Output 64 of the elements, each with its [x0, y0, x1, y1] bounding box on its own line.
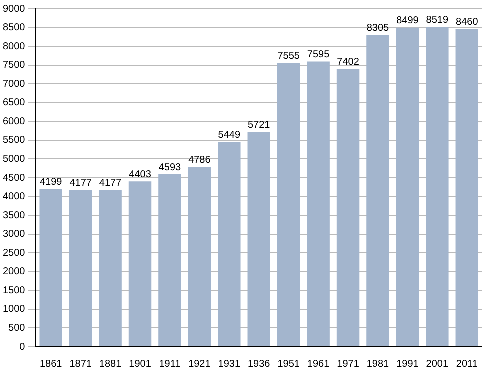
y-tick-label: 5000 [2, 154, 26, 165]
x-tick-label: 1971 [337, 358, 360, 370]
data-label: 4403 [129, 169, 152, 180]
x-tick-label: 1951 [278, 358, 300, 370]
bar [307, 62, 330, 346]
x-tick-label: 1931 [218, 358, 241, 370]
data-label: 8499 [396, 16, 420, 27]
y-tick-label: 8000 [2, 41, 26, 52]
data-label: 7555 [278, 51, 300, 62]
y-tick-label: 4000 [2, 192, 26, 203]
data-label: 4177 [70, 178, 92, 189]
y-tick-label: 2000 [2, 266, 26, 278]
bar [396, 28, 420, 346]
x-tick-label: 1881 [99, 358, 122, 370]
data-label: 7595 [307, 50, 330, 61]
bar [69, 190, 92, 346]
y-tick-label: 3500 [2, 210, 26, 222]
x-tick-label: 1981 [366, 358, 390, 370]
bar [336, 69, 360, 346]
x-tick-label: 1871 [70, 358, 92, 370]
y-tick-label: 1500 [2, 285, 26, 296]
bar [158, 174, 182, 346]
bar [99, 190, 122, 346]
x-tick-label: 1936 [248, 358, 271, 370]
x-tick-label: 1961 [307, 358, 330, 370]
y-tick-label: 9000 [2, 4, 26, 15]
data-label: 4786 [188, 155, 212, 166]
bar [218, 142, 241, 346]
bar [456, 29, 479, 346]
y-tick-label: 8500 [2, 22, 26, 34]
y-tick-label: 2500 [2, 248, 26, 259]
bar [128, 182, 152, 346]
bar [40, 189, 62, 346]
x-tick-label: 1911 [159, 358, 182, 370]
bar [366, 35, 390, 346]
data-label: 4177 [99, 178, 122, 189]
data-label: 4593 [158, 162, 182, 174]
y-tick-label: 7000 [2, 78, 26, 90]
x-tick-label: 2011 [456, 358, 478, 370]
y-tick-label: 0 [20, 342, 26, 353]
y-tick-label: 6000 [2, 116, 26, 128]
y-tick-label: 7500 [2, 60, 26, 72]
bar [277, 63, 300, 346]
bar [426, 27, 449, 346]
data-label: 8460 [456, 17, 479, 28]
bar [188, 167, 212, 346]
y-tick-label: 5500 [2, 135, 26, 146]
data-label: 5449 [218, 130, 241, 142]
x-tick-label: 1991 [396, 358, 420, 370]
x-tick-label: 2001 [426, 358, 449, 370]
data-label: 8519 [426, 14, 449, 26]
x-tick-label: 1861 [40, 358, 63, 370]
x-tick-label: 1921 [188, 358, 212, 370]
data-label: 8305 [366, 22, 390, 34]
y-tick-label: 1000 [2, 304, 26, 316]
y-tick-label: 4500 [2, 172, 26, 184]
y-tick-label: 500 [8, 322, 26, 334]
data-label: 5721 [248, 120, 271, 131]
y-tick-label: 6500 [2, 98, 26, 109]
y-tick-label: 3000 [2, 229, 26, 240]
bar [248, 132, 270, 346]
data-label: 4199 [40, 177, 63, 188]
data-label: 7402 [337, 56, 360, 68]
x-tick-label: 1901 [129, 358, 152, 370]
